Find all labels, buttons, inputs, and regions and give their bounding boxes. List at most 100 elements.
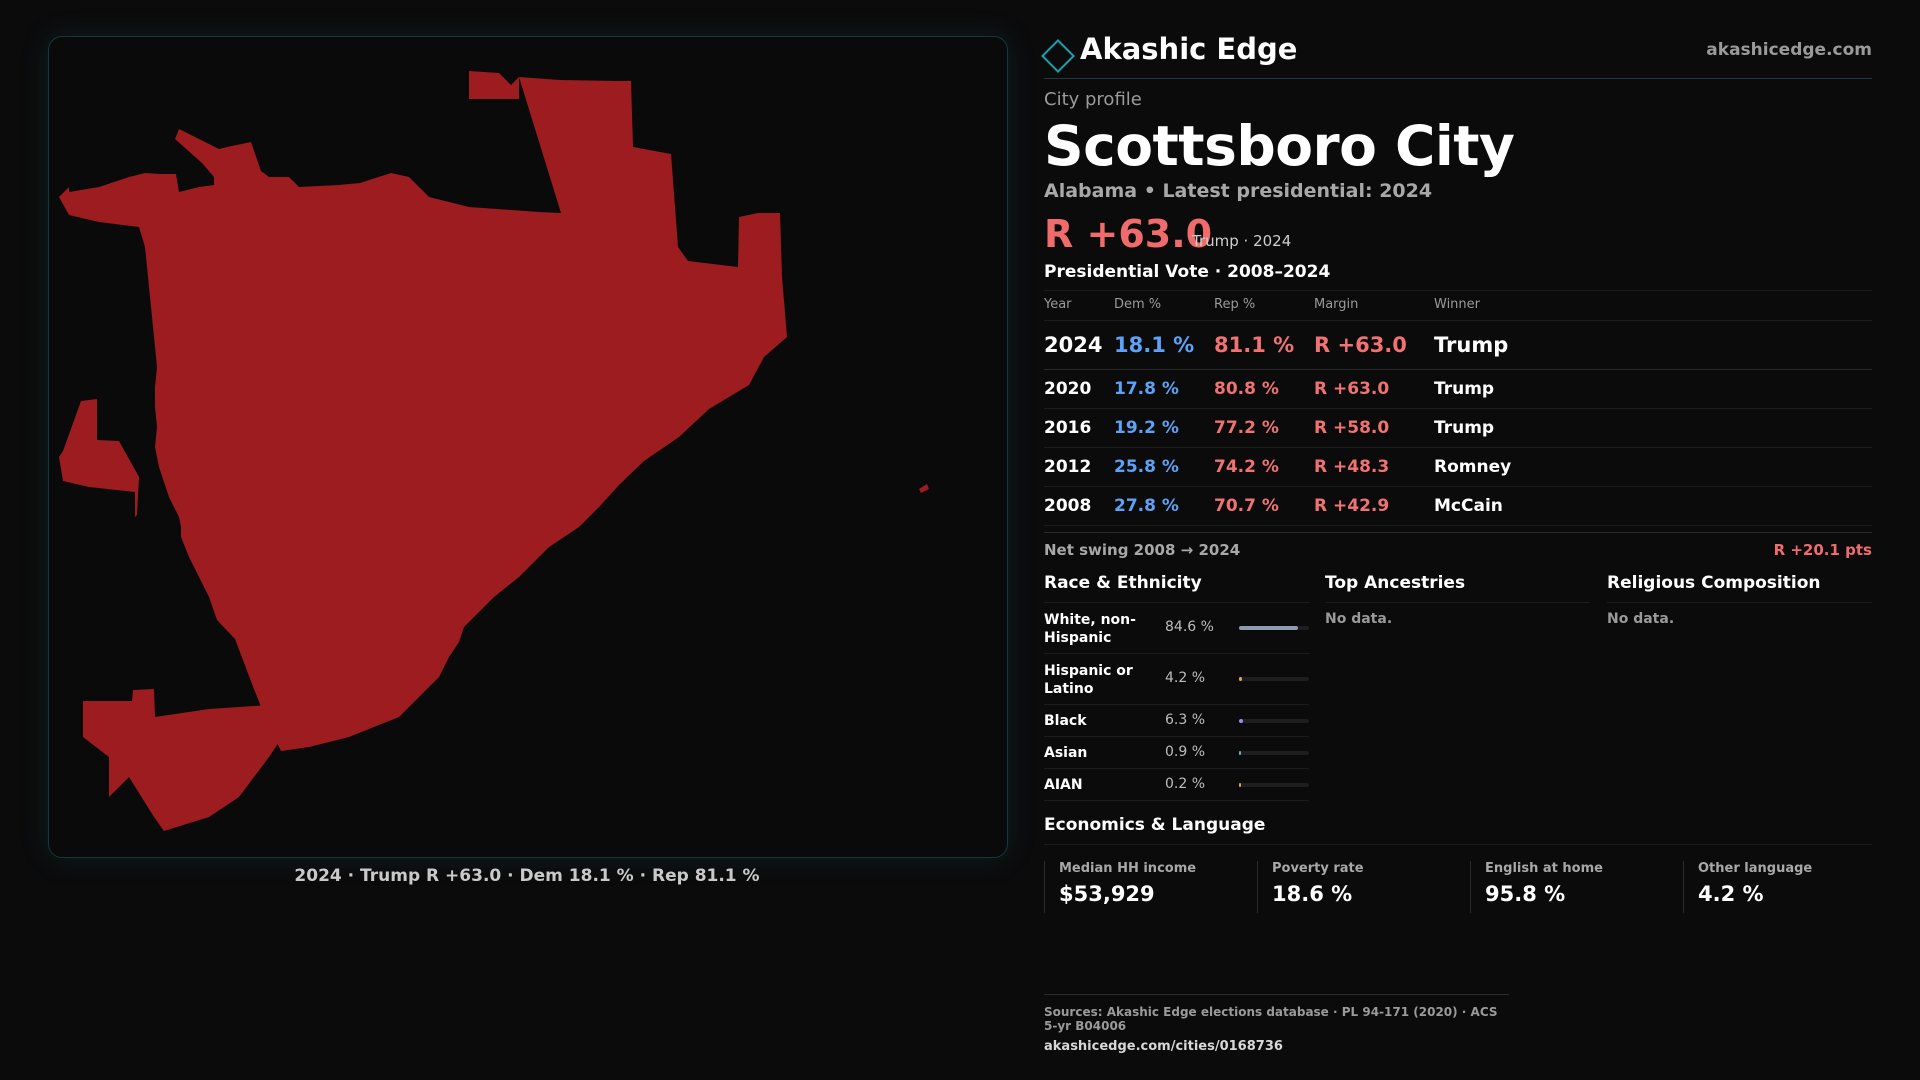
list-item: Asian 0.9 % (1044, 737, 1309, 769)
header-dem: Dem % (1114, 291, 1214, 321)
cell-year: 2020 (1044, 369, 1114, 409)
map-caption: 2024 · Trump R +63.0 · Dem 18.1 % · Rep … (294, 866, 760, 886)
demographics-columns: Race & Ethnicity White, non-Hispanic 84.… (1044, 567, 1872, 807)
ancestries-section: Top Ancestries No data. (1325, 567, 1590, 627)
cell-margin: R +48.3 (1314, 447, 1434, 487)
religion-section: Religious Composition No data. (1607, 567, 1872, 627)
net-swing-row: Net swing 2008 → 2024 R +20.1 pts (1044, 532, 1872, 567)
header-margin: Margin (1314, 291, 1434, 321)
stat-value: 4.2 % (1698, 882, 1764, 906)
stat-card: English at home 95.8 % (1470, 861, 1681, 913)
table-row: 2020 17.8 % 80.8 % R +63.0 Trump (1044, 369, 1872, 409)
ancestries-empty-message: No data. (1325, 611, 1393, 627)
brand-url-link[interactable]: akashicedge.com (1706, 40, 1872, 60)
cell-dem: 27.8 % (1114, 486, 1214, 526)
ethnicity-pct: 0.9 % (1165, 744, 1206, 760)
economics-section-title: Economics & Language (1044, 815, 1872, 845)
cell-rep: 81.1 % (1214, 320, 1314, 370)
cell-winner: Trump (1434, 408, 1872, 448)
profile-panel: Akashic Edge akashicedge.com City profil… (1041, 30, 1872, 1054)
table-row: 2008 27.8 % 70.7 % R +42.9 McCain (1044, 486, 1872, 526)
ethnicity-bar-fill (1239, 719, 1244, 723)
ethnicity-label: Black (1044, 713, 1087, 729)
stat-card: Median HH income $53,929 (1044, 861, 1255, 913)
table-row: 2016 19.2 % 77.2 % R +58.0 Trump (1044, 408, 1872, 448)
cell-winner: Trump (1434, 320, 1872, 370)
cell-rep: 70.7 % (1214, 486, 1314, 526)
cell-rep: 80.8 % (1214, 369, 1314, 409)
stat-label: Median HH income (1059, 861, 1197, 876)
ethnicity-pct: 4.2 % (1165, 670, 1206, 686)
list-item: White, non-Hispanic 84.6 % (1044, 603, 1309, 654)
cell-winner: Trump (1434, 369, 1872, 409)
ethnicity-bar-track (1239, 626, 1309, 630)
ethnicity-label: Asian (1044, 745, 1088, 761)
ethnicity-label: White, non-Hispanic (1044, 612, 1136, 646)
religion-empty-message: No data. (1607, 611, 1675, 627)
ethnicity-bar-track (1239, 719, 1309, 723)
net-swing-label: Net swing 2008 → 2024 (1044, 541, 1241, 559)
ethnicity-label: AIAN (1044, 777, 1083, 793)
stat-value: $53,929 (1059, 882, 1155, 906)
ethnicity-bar-fill (1239, 751, 1241, 755)
brand-header: Akashic Edge akashicedge.com (1041, 30, 1872, 79)
cell-margin: R +63.0 (1314, 320, 1434, 370)
brand-name[interactable]: Akashic Edge (1080, 32, 1298, 66)
ethnicity-pct: 6.3 % (1165, 712, 1206, 728)
stat-value: 18.6 % (1272, 882, 1353, 906)
vote-table-title: Presidential Vote · 2008–2024 (1044, 262, 1872, 291)
city-boundary-map[interactable] (48, 36, 1008, 858)
map-canvas (59, 71, 929, 831)
cell-winner: McCain (1434, 486, 1872, 526)
cell-rep: 74.2 % (1214, 447, 1314, 487)
stat-card: Poverty rate 18.6 % (1257, 861, 1468, 913)
ethnicity-bar-fill (1239, 677, 1242, 681)
headline-margin: R +63.0 (1044, 212, 1213, 256)
city-annex-west (59, 399, 139, 517)
ethnicity-bar-track (1239, 677, 1309, 681)
city-boundary-shape (59, 77, 787, 751)
cell-rep: 77.2 % (1214, 408, 1314, 448)
list-item: Hispanic or Latino 4.2 % (1044, 654, 1309, 705)
cell-dem: 25.8 % (1114, 447, 1214, 487)
city-gap-hole (459, 698, 534, 775)
stat-label: Poverty rate (1272, 861, 1364, 876)
stat-label: English at home (1485, 861, 1603, 876)
header-year: Year (1044, 291, 1114, 321)
stat-value: 95.8 % (1485, 882, 1566, 906)
cell-margin: R +58.0 (1314, 408, 1434, 448)
header-winner: Winner (1434, 291, 1872, 321)
vote-table: Year Dem % Rep % Margin Winner 2024 18.1… (1044, 291, 1872, 526)
cell-margin: R +42.9 (1314, 486, 1434, 526)
list-item: Black 6.3 % (1044, 705, 1309, 737)
page-subtitle: Alabama • Latest presidential: 2024 (1044, 180, 1433, 202)
list-item: AIAN 0.2 % (1044, 769, 1309, 801)
race-ethnicity-section: Race & Ethnicity White, non-Hispanic 84.… (1044, 567, 1309, 801)
stat-label: Other language (1698, 861, 1813, 876)
ethnicity-bar-track (1239, 751, 1309, 755)
vote-table-header: Year Dem % Rep % Margin Winner (1044, 291, 1872, 321)
cell-dem: 18.1 % (1114, 320, 1214, 370)
cell-year: 2012 (1044, 447, 1114, 487)
page-title: Scottsboro City (1044, 114, 1515, 178)
economics-stats: Median HH income $53,929 Poverty rate 18… (1044, 845, 1872, 929)
table-row: 2012 25.8 % 74.2 % R +48.3 Romney (1044, 447, 1872, 487)
page-eyebrow: City profile (1044, 89, 1142, 110)
sources-url-link[interactable]: akashicedge.com/cities/0168736 (1044, 1039, 1283, 1054)
city-annex-north (469, 71, 519, 99)
race-section-title: Race & Ethnicity (1044, 567, 1309, 603)
ethnicity-bar-fill (1239, 626, 1299, 630)
ethnicity-bar-track (1239, 783, 1309, 787)
diamond-logo-icon (1041, 39, 1075, 73)
ethnicity-pct: 84.6 % (1165, 619, 1214, 635)
city-annex-southwest (83, 689, 289, 831)
ethnicity-bar-fill (1239, 783, 1241, 787)
ethnicity-label: Hispanic or Latino (1044, 663, 1133, 697)
sources-text: Sources: Akashic Edge elections database… (1044, 1005, 1498, 1033)
cell-dem: 17.8 % (1114, 369, 1214, 409)
headline-result: R +63.0 Trump · 2024 (1044, 212, 1872, 258)
headline-note: Trump · 2024 (1192, 232, 1292, 250)
cell-year: 2024 (1044, 320, 1114, 370)
cell-margin: R +63.0 (1314, 369, 1434, 409)
city-annex-east-fragment (919, 484, 929, 493)
